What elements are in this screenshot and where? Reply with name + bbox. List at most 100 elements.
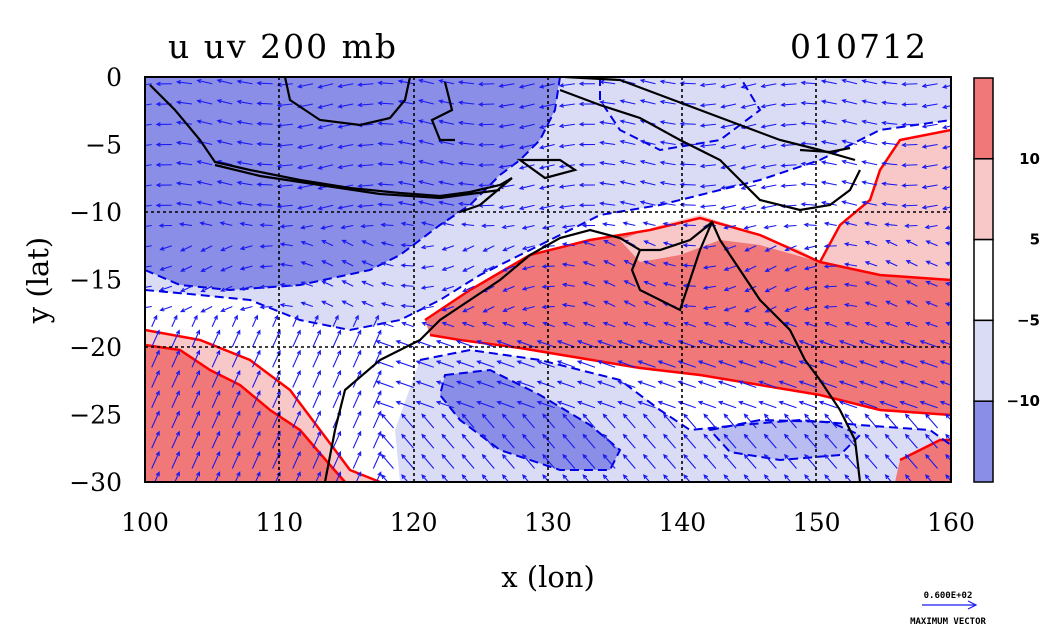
x-axis-label: x (lon) xyxy=(501,560,595,594)
wind-vector xyxy=(418,119,434,125)
wind-vector xyxy=(372,410,382,429)
wind-vector xyxy=(919,360,938,368)
wind-vector xyxy=(881,100,898,106)
wind-vector xyxy=(541,264,555,269)
wind-vector xyxy=(372,450,382,469)
wind-vector xyxy=(659,99,676,105)
wind-vector xyxy=(780,122,797,128)
wind-vector xyxy=(541,224,555,230)
positive-contours xyxy=(145,128,951,482)
wind-vector xyxy=(679,162,696,167)
wind-vector xyxy=(332,329,342,348)
wind-vector xyxy=(838,400,858,409)
wind-vector xyxy=(945,453,951,462)
wind-vector xyxy=(720,83,737,89)
wind-vector xyxy=(637,340,656,348)
reference-vector: 0.600E+02 MAXIMUM VECTOR xyxy=(910,591,986,627)
y-tick-label: −20 xyxy=(69,333,122,362)
wind-vector xyxy=(151,369,160,388)
wind-vector xyxy=(639,159,656,166)
wind-vector xyxy=(596,380,616,389)
wind-vector xyxy=(864,413,878,429)
wind-vector xyxy=(820,119,837,125)
y-tick-label: −15 xyxy=(69,266,122,295)
wind-vector xyxy=(154,471,160,482)
wind-vector xyxy=(699,143,716,148)
wind-vector xyxy=(699,103,716,108)
wind-vector xyxy=(818,400,837,409)
wind-vector xyxy=(578,203,596,208)
wind-vector xyxy=(300,261,314,267)
wind-vector xyxy=(642,413,656,429)
wind-vector xyxy=(455,340,475,348)
wind-vector xyxy=(596,400,616,409)
wind-vector xyxy=(758,360,777,368)
colorbar-segment xyxy=(973,319,994,402)
wind-vector xyxy=(843,262,858,267)
wind-vector xyxy=(844,413,858,429)
wind-vector xyxy=(400,242,414,248)
wind-vector xyxy=(211,410,221,429)
wind-vector xyxy=(357,163,374,168)
wind-vector xyxy=(659,160,676,166)
wind-vector xyxy=(642,221,656,227)
wind-vector xyxy=(699,163,716,169)
wind-vector xyxy=(361,260,374,267)
wind-vector xyxy=(341,300,354,307)
wind-vector xyxy=(340,224,354,230)
wind-vector xyxy=(622,433,636,449)
wind-vector xyxy=(292,390,301,408)
x-tick-label: 150 xyxy=(793,508,841,537)
wind-vector xyxy=(919,340,938,348)
wind-vector xyxy=(220,245,233,252)
wind-vector xyxy=(823,243,837,249)
wind-vector xyxy=(783,223,797,229)
wind-vector xyxy=(415,400,434,409)
wind-vector xyxy=(292,349,301,368)
wind-vector xyxy=(764,285,777,293)
colorbar-tick-label: −5 xyxy=(1017,311,1040,329)
wind-vector xyxy=(272,390,281,408)
wind-vector xyxy=(885,280,898,287)
wind-vector xyxy=(619,159,636,166)
wind-vector xyxy=(482,306,495,313)
wind-vector xyxy=(562,453,576,469)
wind-vector xyxy=(335,471,342,482)
wind-vector xyxy=(231,349,241,368)
wind-vector xyxy=(778,340,797,348)
wind-vector xyxy=(179,285,193,292)
wind-vector xyxy=(441,305,455,312)
wind-vector xyxy=(461,321,475,328)
wind-vector xyxy=(542,453,556,469)
wind-vector xyxy=(659,180,676,186)
wind-vector xyxy=(582,413,596,429)
wind-vector xyxy=(457,80,475,85)
wind-vector xyxy=(482,245,495,252)
wind-vector xyxy=(617,360,636,368)
wind-vector xyxy=(191,329,201,348)
wind-vector xyxy=(441,245,455,251)
wind-vector xyxy=(717,360,737,368)
wind-vector xyxy=(582,281,596,287)
wind-vector xyxy=(191,450,201,469)
wind-vector xyxy=(744,245,757,252)
wind-vector xyxy=(171,430,180,449)
wind-vector xyxy=(743,413,757,429)
wind-vector xyxy=(420,305,434,311)
wind-vector xyxy=(300,240,314,247)
wind-vector xyxy=(496,380,515,389)
wind-vector xyxy=(562,413,576,429)
wind-vector xyxy=(421,413,435,429)
wind-vector xyxy=(478,122,495,127)
wind-vector xyxy=(637,360,656,368)
wind-vector xyxy=(558,123,575,129)
wind-vector xyxy=(582,261,596,267)
wind-vector xyxy=(256,141,273,147)
wind-vector xyxy=(315,471,321,482)
wind-vector xyxy=(596,360,616,368)
wind-vector xyxy=(743,433,757,449)
wind-vector xyxy=(279,302,293,308)
x-tick-labels: 100 110 120 130 140 150 160 xyxy=(121,508,975,537)
y-tick-label: −10 xyxy=(69,198,122,227)
wind-vector xyxy=(798,400,817,409)
